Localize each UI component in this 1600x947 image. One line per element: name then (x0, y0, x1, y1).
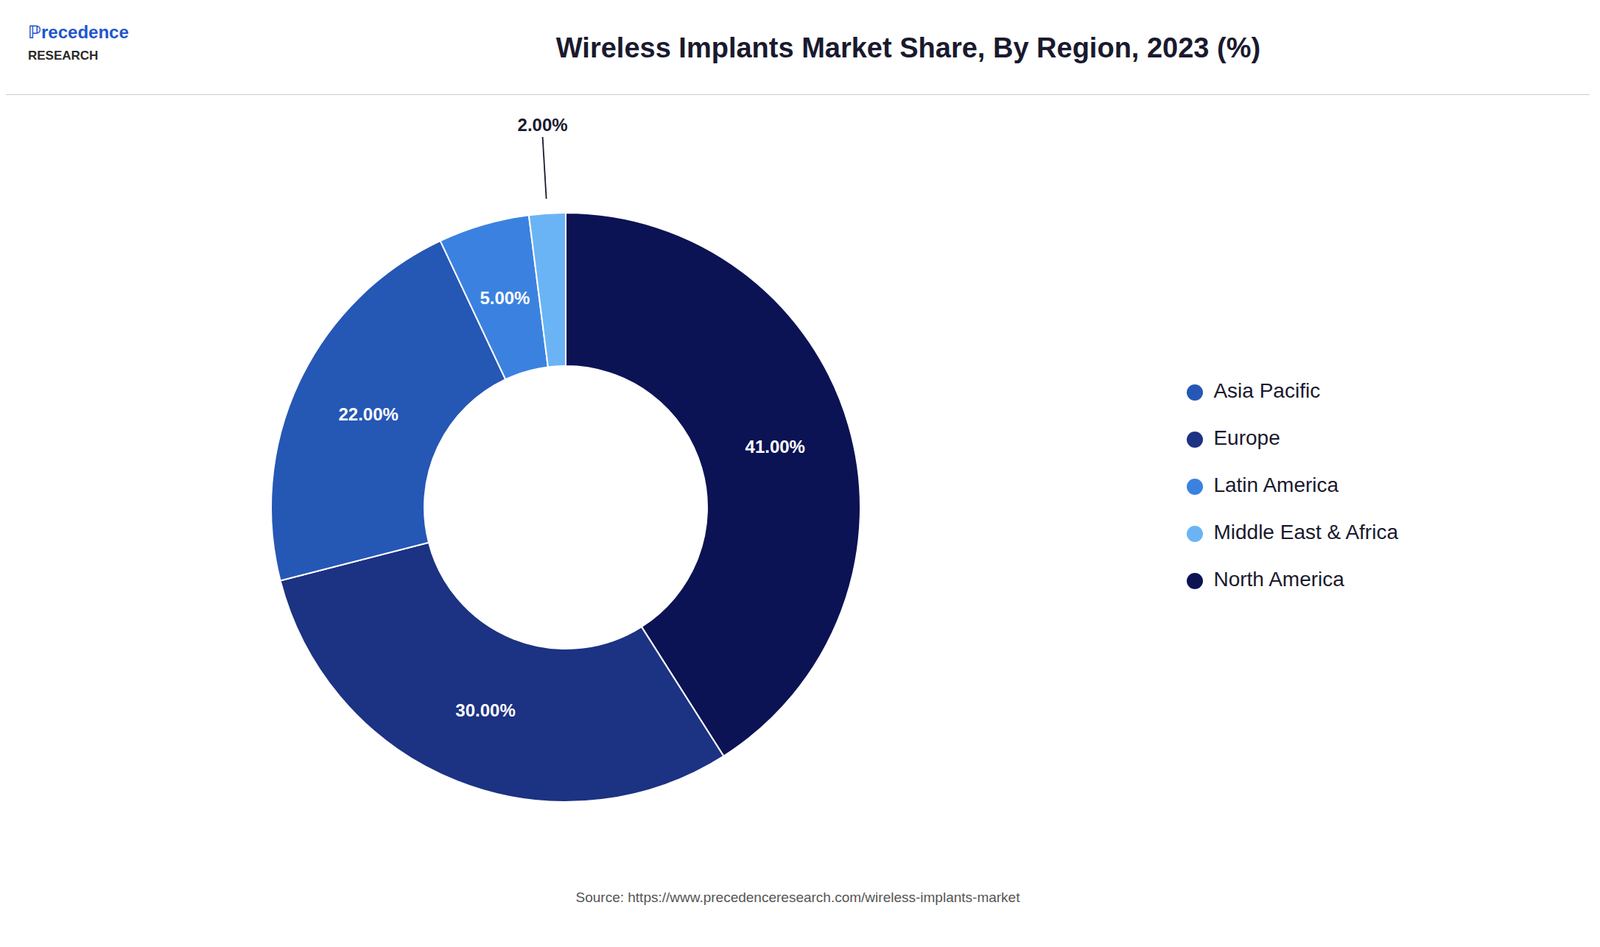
svg-text:5.00%: 5.00% (479, 288, 530, 308)
html-text:RESEARCH: RESEARCH (27, 48, 99, 63)
html-text:Asia Pacific: Asia Pacific (1213, 379, 1321, 403)
html-text:Source: https://www.precedence: Source: https://www.precedenceresearch.c… (575, 889, 1020, 906)
svg-text:22.00%: 22.00% (338, 404, 398, 425)
html-text:Europe: Europe (1213, 426, 1281, 450)
html-text:North America: North America (1213, 567, 1345, 591)
svg-text:2.00%: 2.00% (517, 114, 568, 135)
html-text:Latin America: Latin America (1213, 473, 1339, 497)
html-text:Wireless Implants Market Share: Wireless Implants Market Share, By Regio… (556, 32, 1261, 64)
html-text:ℙrecedence: ℙrecedence (27, 22, 129, 42)
html-text:Middle East & Africa: Middle East & Africa (1213, 520, 1399, 544)
svg-text:41.00%: 41.00% (745, 436, 806, 457)
svg-text:30.00%: 30.00% (455, 700, 515, 721)
